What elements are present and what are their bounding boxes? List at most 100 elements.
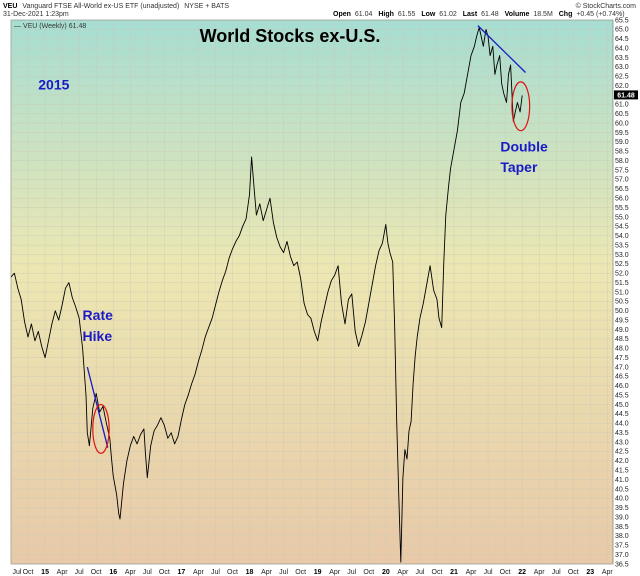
symbol: VEU	[3, 3, 17, 10]
y-tick-label: 60.5	[615, 111, 629, 118]
x-tick-label: Oct	[568, 569, 579, 576]
y-tick-label: 50.0	[615, 308, 629, 315]
y-tick-label: 51.5	[615, 280, 629, 287]
highlight-circles	[92, 81, 531, 454]
y-tick-label: 57.5	[615, 167, 629, 174]
quote-line: Open 61.04 High 61.55 Low 61.02 Last 61.…	[333, 11, 625, 18]
x-tick-label: Apr	[193, 569, 205, 576]
annotations: 2015 Rate Hike Double Taper	[38, 76, 548, 343]
x-tick-label: 18	[246, 569, 254, 576]
y-tick-label: 53.0	[615, 252, 629, 259]
chg-label: Chg	[559, 11, 573, 18]
last-value-badge: 61.48	[614, 90, 638, 100]
x-tick-label: Jul	[279, 569, 288, 576]
high-label: High	[378, 11, 394, 18]
price-line	[10, 27, 523, 563]
y-tick-label: 45.5	[615, 392, 629, 399]
exchange: NYSE + BATS	[184, 3, 229, 10]
y-tick-label: 37.5	[615, 543, 629, 550]
legend-entry: — VEU (Weekly) 61.48	[14, 23, 86, 30]
y-tick-label: 40.5	[615, 486, 629, 493]
y-tick-label: 41.0	[615, 477, 629, 484]
x-tick-label: Jul	[347, 569, 356, 576]
y-tick-label: 62.0	[615, 83, 629, 90]
open-value: 61.04	[355, 11, 373, 18]
y-tick-label: 39.5	[615, 505, 629, 512]
last-value: 61.48	[481, 11, 499, 18]
annotation-text: 2015	[38, 76, 69, 92]
last-value-badge-bg	[614, 90, 638, 100]
y-tick-label: 46.5	[615, 374, 629, 381]
y-tick-label: 41.5	[615, 468, 629, 475]
y-tick-label: 40.0	[615, 496, 629, 503]
x-tick-label: 22	[518, 569, 526, 576]
x-tick-label: 15	[41, 569, 49, 576]
y-tick-label: 48.0	[615, 346, 629, 353]
y-tick-label: 65.5	[615, 17, 629, 24]
chg-value: +0.45 (+0.74%)	[576, 11, 624, 18]
y-tick-label: 63.0	[615, 64, 629, 71]
header-line-1: VEU Vanguard FTSE All-World ex-US ETF (u…	[3, 3, 229, 10]
y-tick-label: 43.5	[615, 430, 629, 437]
y-tick-label: 42.5	[615, 449, 629, 456]
x-axis: Jul Oct 15 Apr Jul Oct 16 Apr Jul Oct 17 Apr Jul Oct 1…	[13, 569, 614, 576]
annotation-text: Double	[500, 138, 548, 154]
y-tick-label: 52.5	[615, 261, 629, 268]
annotation-text: Hike	[83, 328, 113, 344]
annotation-text: Rate	[83, 307, 114, 323]
x-tick-label: Oct	[363, 569, 374, 576]
y-tick-label: 52.0	[615, 271, 629, 278]
y-tick-label: 38.0	[615, 533, 629, 540]
x-tick-label: Oct	[23, 569, 34, 576]
y-tick-label: 62.5	[615, 74, 629, 81]
x-tick-label: Jul	[13, 569, 22, 576]
x-tick-label: Apr	[534, 569, 546, 576]
x-tick-label: 21	[450, 569, 458, 576]
annotation-text: Taper	[500, 159, 538, 175]
x-tick-label: Apr	[261, 569, 273, 576]
y-tick-label: 49.0	[615, 327, 629, 334]
y-tick-label: 55.5	[615, 205, 629, 212]
y-tick-label: 37.0	[615, 552, 629, 559]
y-tick-label: 64.5	[615, 36, 629, 43]
y-tick-label: 47.5	[615, 355, 629, 362]
y-tick-label: 56.0	[615, 196, 629, 203]
x-tick-label: Oct	[91, 569, 102, 576]
y-tick-label: 58.5	[615, 149, 629, 156]
x-tick-label: Apr	[466, 569, 478, 576]
y-tick-label: 48.5	[615, 336, 629, 343]
y-tick-label: 54.0	[615, 233, 629, 240]
y-tick-label: 47.0	[615, 364, 629, 371]
x-tick-label: Oct	[295, 569, 306, 576]
low-label: Low	[421, 11, 436, 18]
last-label: Last	[463, 11, 478, 18]
x-tick-label: 17	[177, 569, 185, 576]
last-value-badge-text: 61.48	[617, 92, 635, 99]
y-tick-label: 63.5	[615, 55, 629, 62]
y-tick-label: 51.0	[615, 289, 629, 296]
x-tick-label: Jul	[143, 569, 152, 576]
low-value: 61.02	[439, 11, 457, 18]
y-tick-label: 56.5	[615, 186, 629, 193]
y-tick-label: 53.5	[615, 242, 629, 249]
trendline	[477, 25, 527, 73]
y-tick-label: 38.5	[615, 524, 629, 531]
x-tick-label: Apr	[329, 569, 341, 576]
x-tick-label: Apr	[602, 569, 614, 576]
y-tick-label: 44.5	[615, 411, 629, 418]
source-credit: © StockCharts.com	[576, 2, 637, 10]
highlight-circle	[92, 403, 110, 454]
high-value: 61.55	[398, 11, 416, 18]
header-date: 31-Dec-2021 1:23pm	[3, 11, 69, 18]
y-tick-label: 46.0	[615, 383, 629, 390]
x-tick-label: Apr	[397, 569, 409, 576]
y-tick-label: 45.0	[615, 402, 629, 409]
x-tick-label: Jul	[75, 569, 84, 576]
y-tick-label: 42.0	[615, 458, 629, 465]
y-tick-label: 61.0	[615, 102, 629, 109]
x-tick-label: Oct	[159, 569, 170, 576]
open-label: Open	[333, 11, 351, 18]
y-tick-label: 43.0	[615, 439, 629, 446]
y-tick-label: 50.5	[615, 299, 629, 306]
